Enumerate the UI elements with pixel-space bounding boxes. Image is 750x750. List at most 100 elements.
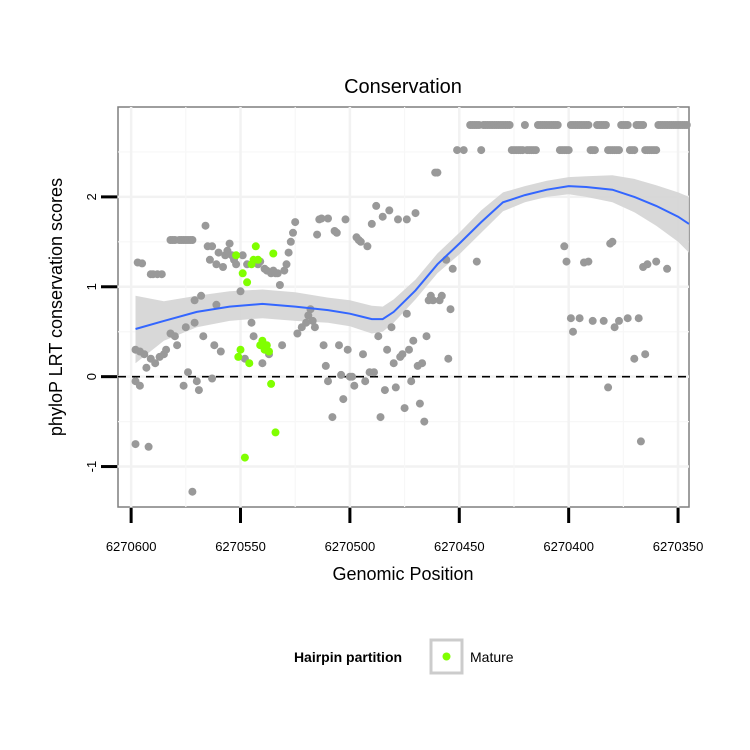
data-point (219, 263, 227, 271)
data-point (453, 146, 462, 155)
x-tick-label: 6270450 (434, 539, 485, 554)
data-point (363, 242, 372, 251)
data-point (225, 239, 234, 248)
data-point (238, 251, 247, 260)
data-point (376, 413, 385, 422)
x-tick-label: 6270600 (106, 539, 157, 554)
confidence-band-layer (135, 175, 689, 364)
data-point (210, 341, 219, 350)
data-point (623, 121, 632, 129)
data-point (385, 206, 394, 215)
data-point (636, 437, 645, 446)
data-point (214, 248, 223, 257)
data-point (280, 266, 289, 275)
data-point (604, 383, 613, 392)
data-point (400, 404, 409, 413)
data-point (197, 291, 206, 300)
data-point (232, 260, 241, 269)
data-point (157, 270, 166, 279)
data-point (584, 257, 593, 266)
data-point (444, 354, 453, 363)
x-tick-label: 6270500 (325, 539, 376, 554)
data-point (652, 257, 661, 266)
data-point (505, 121, 514, 129)
data-point (190, 296, 199, 305)
data-point (208, 242, 217, 251)
data-point (188, 236, 197, 244)
data-point (630, 146, 639, 155)
data-point (433, 168, 442, 177)
data-point (383, 345, 392, 354)
data-point (170, 332, 179, 341)
data-point (339, 395, 348, 404)
x-tick-label: 6270350 (653, 539, 704, 554)
data-point (190, 318, 199, 327)
data-point (173, 341, 182, 350)
data-point (531, 146, 540, 155)
data-point (293, 329, 302, 338)
data-point (402, 309, 411, 318)
data-point (278, 341, 287, 350)
data-point (601, 121, 610, 129)
data-point (131, 440, 140, 449)
data-point (378, 212, 387, 221)
data-point (359, 350, 367, 359)
legend-title: Hairpin partition (294, 649, 402, 665)
data-point (302, 318, 311, 327)
data-point (179, 381, 188, 390)
data-point (291, 218, 300, 227)
data-point (151, 359, 160, 368)
data-point (247, 318, 256, 327)
data-point (188, 487, 197, 496)
data-point (575, 314, 584, 323)
data-point (623, 314, 632, 323)
data-point (343, 345, 352, 354)
data-point (367, 219, 376, 228)
x-axis-ticks: 6270600 6270550 6270500 6270450 6270400 62703… (106, 508, 704, 554)
data-point (348, 372, 357, 381)
data-point (370, 368, 378, 377)
data-point (284, 248, 293, 257)
data-point (610, 323, 619, 332)
legend-label-mature: Mature (470, 649, 514, 665)
data-point (192, 377, 201, 386)
data-point (372, 201, 381, 210)
data-point (429, 296, 437, 305)
data-point (394, 215, 402, 224)
data-point (405, 345, 413, 354)
mature-point (238, 269, 247, 278)
data-point (380, 386, 389, 395)
data-point (389, 359, 398, 368)
mature-point (240, 453, 249, 462)
data-point (398, 350, 407, 359)
data-point (588, 316, 597, 325)
data-point (409, 336, 418, 345)
mature-point (251, 242, 260, 251)
data-points-layer (131, 121, 691, 496)
data-point (317, 214, 326, 223)
data-point (569, 327, 577, 336)
data-point (328, 413, 337, 422)
data-point (584, 121, 593, 129)
data-point (142, 363, 151, 372)
loess-smooth-line (135, 185, 690, 330)
data-point (682, 121, 691, 129)
data-point (477, 146, 486, 155)
data-point (641, 350, 650, 359)
data-point (437, 291, 446, 300)
data-point (590, 146, 599, 155)
data-point (212, 300, 221, 309)
data-point (138, 259, 147, 268)
data-point (273, 269, 282, 278)
data-point (144, 442, 153, 451)
mature-point (234, 352, 243, 361)
data-point (216, 347, 225, 356)
x-tick-label: 6270400 (543, 539, 594, 554)
data-point (472, 257, 481, 266)
smooth-line-layer (135, 185, 690, 330)
data-point (374, 332, 383, 341)
y-tick-label: -1 (84, 461, 99, 473)
data-point (135, 381, 144, 390)
y-tick-label: 0 (84, 373, 99, 380)
